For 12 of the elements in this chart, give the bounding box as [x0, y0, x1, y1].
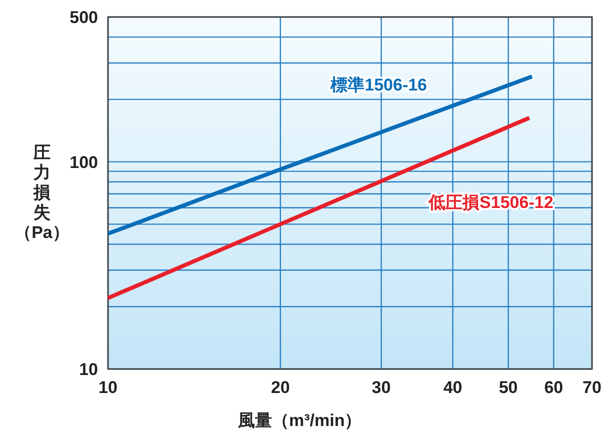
x-axis-title: 風量（m³/min）: [237, 411, 362, 430]
x-tick-label: 40: [443, 378, 462, 397]
x-tick-label: 70: [582, 378, 602, 397]
y-axis-title: 圧力損失（Pa）: [14, 143, 70, 242]
y-tick-label: 10: [79, 360, 98, 379]
y-tick-label: 100: [70, 152, 98, 172]
x-tick-label: 10: [98, 378, 118, 397]
y-tick-label: 500: [70, 8, 98, 27]
x-tick-label: 20: [270, 378, 290, 397]
x-tick-label: 30: [372, 378, 391, 397]
x-tick-label: 50: [498, 378, 518, 397]
x-tick-label: 60: [544, 378, 564, 397]
